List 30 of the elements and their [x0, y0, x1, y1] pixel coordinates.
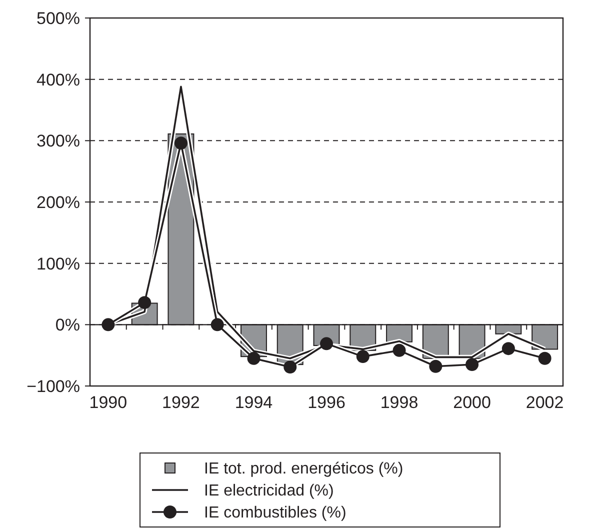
x-tick-label: 1992 [162, 393, 200, 412]
y-tick-label: 300% [36, 132, 80, 151]
x-tick-label: 2002 [526, 393, 564, 412]
point [138, 296, 152, 310]
y-tick-label: 400% [36, 70, 80, 90]
point [466, 358, 479, 372]
point [538, 352, 552, 365]
x-tick-label: 1998 [380, 393, 418, 412]
point [502, 342, 515, 356]
point [174, 136, 188, 150]
point [356, 350, 370, 364]
legend-label: IE combustibles (%) [204, 504, 346, 522]
point [102, 318, 115, 332]
point [284, 360, 297, 374]
point [392, 344, 406, 357]
y-tick-label: 200% [36, 192, 80, 212]
x-tick-label: 2000 [453, 393, 491, 412]
x-tick-label: 1990 [89, 393, 128, 412]
point [429, 360, 442, 373]
legend-label: IE electricidad (%) [204, 482, 334, 500]
point [247, 352, 260, 365]
y-tick-label: −100% [26, 376, 80, 396]
point [320, 337, 333, 350]
x-tick-label: 1996 [308, 393, 346, 412]
y-tick-label: 0% [55, 316, 80, 335]
y-tick-label: 100% [36, 254, 80, 274]
legend-label: IE tot. prod. energéticos (%) [204, 460, 404, 478]
y-tick-label: 500% [36, 8, 80, 28]
point [210, 318, 224, 332]
x-tick-label: 1994 [234, 393, 273, 412]
